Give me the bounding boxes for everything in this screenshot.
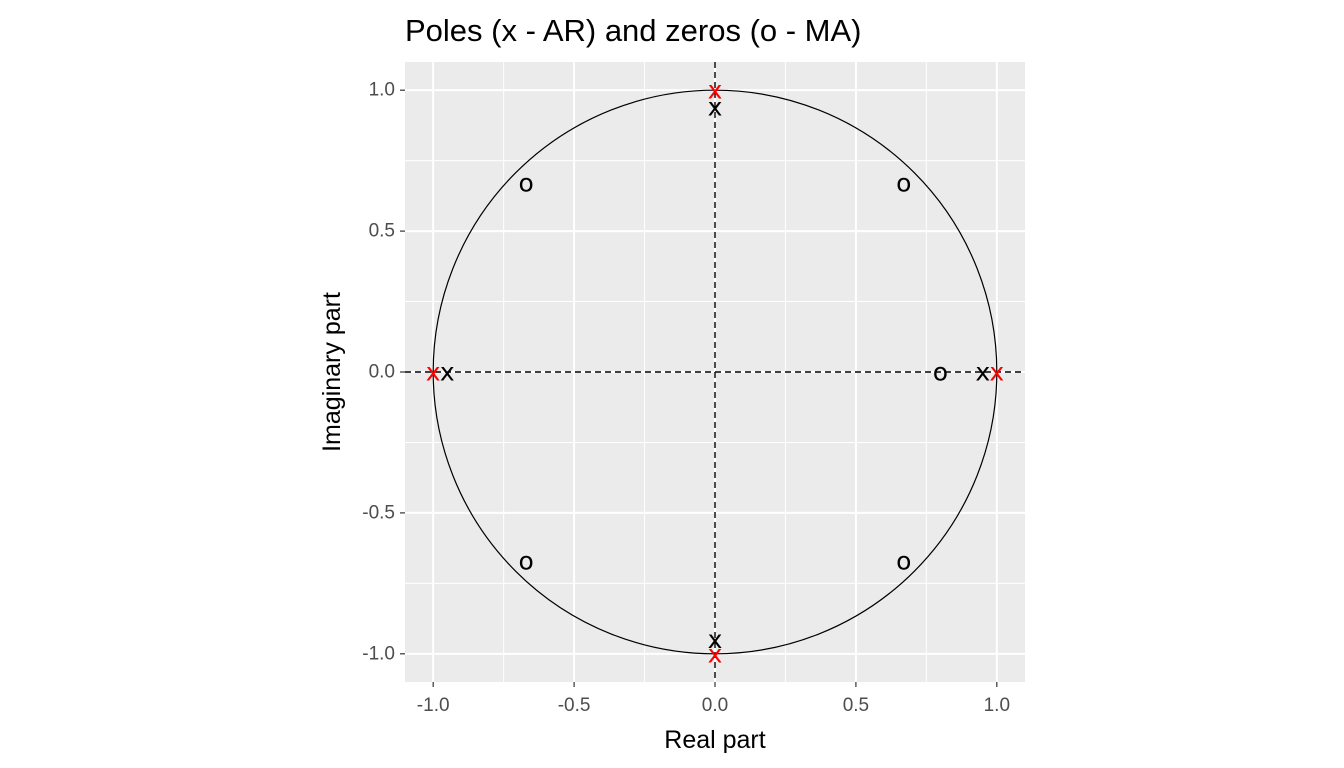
pole-marker-1-2: x — [975, 358, 990, 387]
y-axis-ticks: -1.0 -0.5 0.0 0.5 1.0 — [362, 80, 405, 664]
pole-marker-2-3: x — [708, 639, 723, 668]
zero-marker-0-1: o — [896, 169, 911, 198]
y-tick-label: 1.0 — [369, 80, 395, 101]
chart-title: Poles (x - AR) and zeros (o - MA) — [405, 13, 862, 48]
zero-marker-0-0: o — [519, 169, 534, 198]
x-axis-title: Real part — [664, 726, 765, 754]
y-tick-label: 0.0 — [369, 362, 395, 383]
y-tick-label: -0.5 — [362, 502, 395, 523]
zero-marker-0-2: o — [933, 358, 948, 387]
y-tick-label: -1.0 — [362, 643, 395, 664]
zero-marker-0-4: o — [896, 546, 911, 575]
pole-marker-1-1: x — [440, 358, 455, 387]
x-tick-label: -0.5 — [558, 695, 591, 716]
pole-marker-2-0: x — [708, 76, 723, 105]
pole-marker-1-3: x — [708, 625, 723, 654]
x-tick-label: 0.5 — [843, 695, 869, 716]
x-tick-label: 1.0 — [984, 695, 1010, 716]
pole-marker-2-1: x — [426, 358, 441, 387]
x-axis-ticks: -1.0 -0.5 0.0 0.5 1.0 — [417, 682, 1010, 716]
y-axis-title: Imaginary part — [318, 292, 346, 452]
y-tick-label: 0.5 — [369, 221, 395, 242]
x-tick-label: 0.0 — [702, 695, 728, 716]
pole-marker-2-2: x — [989, 358, 1004, 387]
zero-marker-0-3: o — [519, 546, 534, 575]
x-tick-label: -1.0 — [417, 695, 450, 716]
pole-marker-1-0: x — [708, 93, 723, 122]
